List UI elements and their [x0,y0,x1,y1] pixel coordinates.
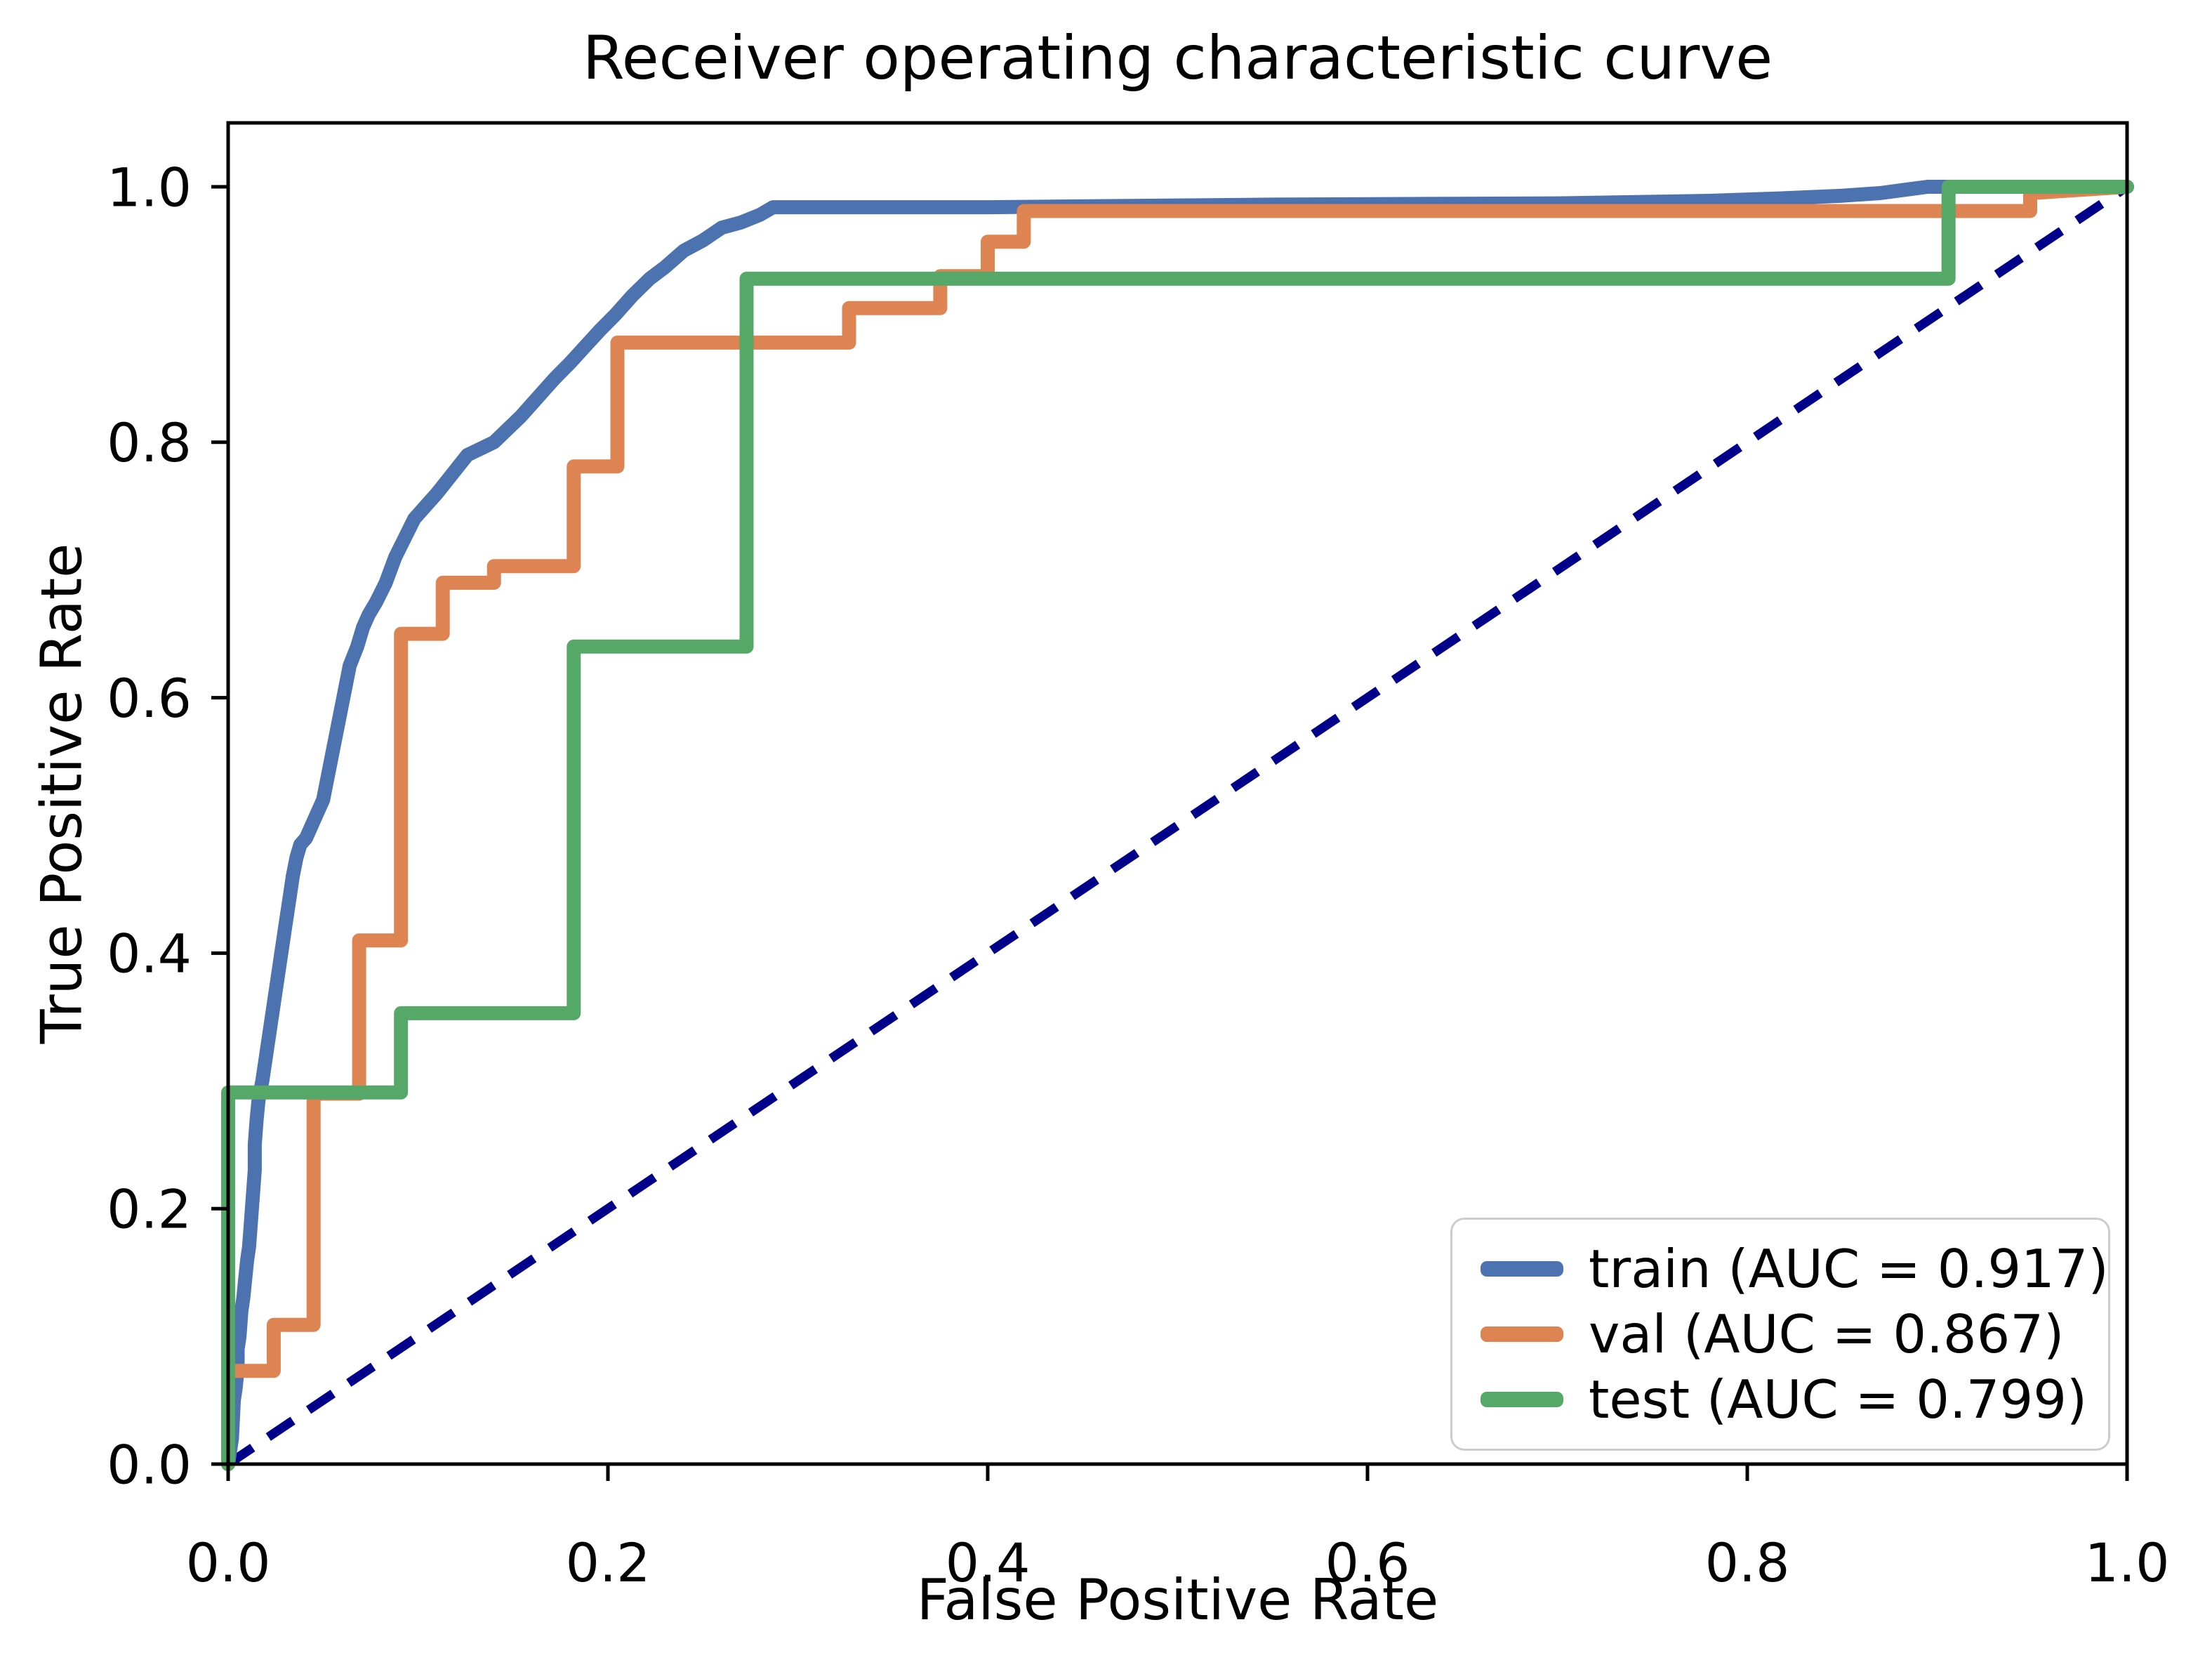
legend-label-train: train (AUC = 0.917) [1589,1238,2109,1300]
x-tick-label: 0.2 [566,1531,651,1594]
y-tick-label: 0.4 [107,923,192,985]
roc-curve-train [221,180,2134,1471]
y-tick-label: 0.0 [107,1433,192,1496]
y-tick-label: 0.2 [107,1178,192,1241]
y-tick-label: 0.8 [107,411,192,474]
x-axis-label: False Positive Rate [916,1567,1439,1633]
legend-swatch-train [1481,1261,1563,1277]
x-tick-label: 1.0 [2085,1531,2170,1594]
legend-swatch-val [1481,1326,1563,1342]
x-tick-label: 0.8 [1705,1531,1790,1594]
y-tick-label: 1.0 [107,156,192,218]
x-tick-label: 0.6 [1325,1531,1410,1594]
legend-entry-val: val (AUC = 0.867) [1481,1303,2080,1365]
y-tick-label: 0.6 [107,667,192,730]
legend-label-test: test (AUC = 0.799) [1589,1368,2088,1430]
legend: train (AUC = 0.917) val (AUC = 0.867) test… [1450,1218,2110,1451]
roc-curve-val [221,180,2134,1471]
y-axis-label: True Positive Rate [29,543,95,1044]
axes-spines [226,121,2129,1466]
roc-curve-test [221,180,2134,1471]
x-tick-label: 0.0 [186,1531,271,1594]
legend-label-val: val (AUC = 0.867) [1589,1303,2065,1365]
chart-title: Receiver operating characteristic curve [582,23,1773,93]
legend-entry-test: test (AUC = 0.799) [1481,1369,2087,1430]
x-tick-label: 0.4 [946,1531,1031,1594]
chance-diagonal-line [225,183,2130,1468]
legend-entry-train: train (AUC = 0.917) [1481,1238,2109,1300]
legend-swatch-test [1481,1391,1563,1407]
